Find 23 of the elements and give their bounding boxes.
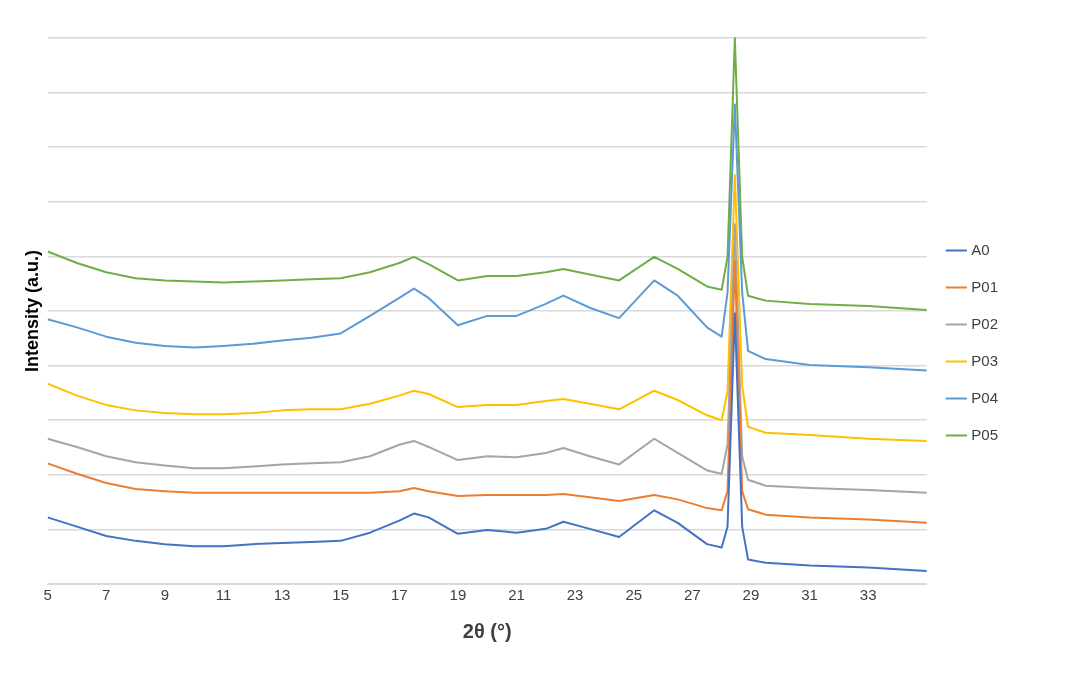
legend-label: P02 (971, 314, 999, 332)
x-tick-label: 17 (390, 586, 408, 604)
legend-label: P04 (971, 388, 999, 406)
x-axis-title: 2θ (°) (462, 619, 512, 642)
x-tick-label: 19 (449, 586, 467, 604)
legend-label: P05 (971, 425, 999, 443)
x-tick-label: 5 (43, 586, 52, 604)
x-tick-label: 15 (332, 586, 350, 604)
legend-label: P01 (971, 277, 999, 295)
legend-label: A0 (971, 240, 990, 258)
x-tick-label: 29 (742, 586, 760, 604)
x-tick-label: 33 (859, 586, 877, 604)
x-tick-label: 27 (684, 586, 701, 604)
x-tick-label: 21 (508, 586, 525, 604)
x-tick-label: 31 (801, 586, 818, 604)
x-tick-label: 23 (566, 586, 584, 604)
legend-label: P03 (971, 351, 999, 369)
x-tick-label: 7 (102, 586, 111, 604)
y-axis-title: Intensity (a.u.) (21, 249, 42, 373)
x-tick-label: 25 (625, 586, 643, 604)
x-tick-label: 11 (215, 586, 232, 604)
x-tick-label: 9 (160, 586, 169, 604)
x-tick-label: 13 (273, 586, 291, 604)
